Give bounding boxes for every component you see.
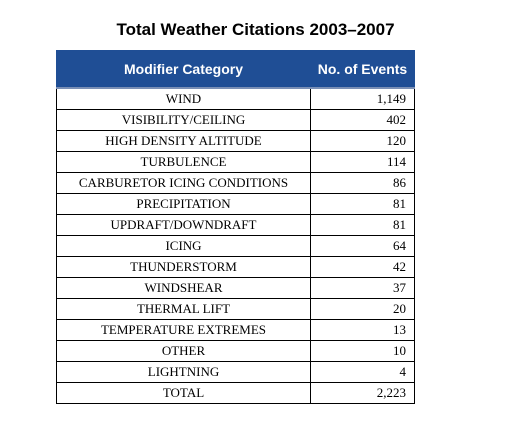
events-cell: 114 <box>310 151 415 173</box>
table-row: UPDRAFT/DOWNDRAFT 81 <box>56 214 415 236</box>
table-row: WINDSHEAR 37 <box>56 277 415 299</box>
events-cell: 120 <box>310 130 415 152</box>
events-cell: 37 <box>310 277 415 299</box>
table-row: CARBURETOR ICING CONDITIONS 86 <box>56 172 415 194</box>
total-row: TOTAL 2,223 <box>56 382 415 404</box>
table-title: Total Weather Citations 2003–2007 <box>116 20 395 39</box>
category-cell: TEMPERATURE EXTREMES <box>56 319 311 341</box>
events-cell: 20 <box>310 298 415 320</box>
total-label-cell: TOTAL <box>56 382 311 404</box>
category-cell: CARBURETOR ICING CONDITIONS <box>56 172 311 194</box>
header-row: Modifier Category No. of Events <box>56 50 415 89</box>
events-cell: 81 <box>310 193 415 215</box>
events-cell: 81 <box>310 214 415 236</box>
category-cell: WINDSHEAR <box>56 277 311 299</box>
total-events-cell: 2,223 <box>310 382 415 404</box>
header-number-of-events: No. of Events <box>310 50 415 89</box>
events-cell: 86 <box>310 172 415 194</box>
table-row: VISIBILITY/CEILING 402 <box>56 109 415 131</box>
table-row: TEMPERATURE EXTREMES 13 <box>56 319 415 341</box>
category-cell: UPDRAFT/DOWNDRAFT <box>56 214 311 236</box>
header-modifier-category: Modifier Category <box>56 50 311 89</box>
events-cell: 64 <box>310 235 415 257</box>
events-cell: 13 <box>310 319 415 341</box>
table-row: THUNDERSTORM 42 <box>56 256 415 278</box>
table-row: PRECIPITATION 81 <box>56 193 415 215</box>
category-cell: LIGHTNING <box>56 361 311 383</box>
category-cell: WIND <box>56 87 311 110</box>
category-cell: VISIBILITY/CEILING <box>56 109 311 131</box>
events-cell: 402 <box>310 109 415 131</box>
category-cell: OTHER <box>56 340 311 362</box>
events-cell: 10 <box>310 340 415 362</box>
category-cell: THERMAL LIFT <box>56 298 311 320</box>
events-cell: 1,149 <box>310 87 415 110</box>
table-row: THERMAL LIFT 20 <box>56 298 415 320</box>
table-row: ICING 64 <box>56 235 415 257</box>
table-row: OTHER 10 <box>56 340 415 362</box>
weather-citations-table: Modifier Category No. of Events WIND 1,1… <box>56 50 415 404</box>
table-row: TURBULENCE 114 <box>56 151 415 173</box>
category-cell: HIGH DENSITY ALTITUDE <box>56 130 311 152</box>
table-row: HIGH DENSITY ALTITUDE 120 <box>56 130 415 152</box>
category-cell: TURBULENCE <box>56 151 311 173</box>
events-cell: 4 <box>310 361 415 383</box>
category-cell: ICING <box>56 235 311 257</box>
category-cell: PRECIPITATION <box>56 193 311 215</box>
category-cell: THUNDERSTORM <box>56 256 311 278</box>
events-cell: 42 <box>310 256 415 278</box>
table-row: WIND 1,149 <box>56 87 415 110</box>
table-row: LIGHTNING 4 <box>56 361 415 383</box>
